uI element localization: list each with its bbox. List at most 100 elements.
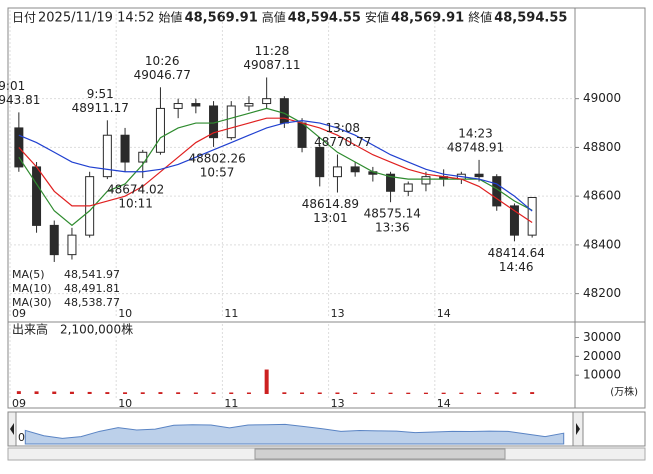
x-tick-label: 11 xyxy=(224,307,238,320)
annotation-time: 10:11 xyxy=(118,197,153,211)
volume-bar xyxy=(353,392,358,394)
candle-body xyxy=(67,234,77,256)
annotation-value: 48674.02 xyxy=(107,183,164,197)
candle-body xyxy=(32,166,42,226)
annotation-time: 14:23 xyxy=(458,126,493,140)
annotation-time: 13:01 xyxy=(313,211,348,225)
x-tick-label: 13 xyxy=(331,397,345,410)
candle-body xyxy=(350,166,360,173)
volume-label: 出来高 2,100,000株 xyxy=(12,322,133,337)
candle-body xyxy=(244,103,254,107)
volume-bar xyxy=(211,392,216,394)
annotation-value: 48614.89 xyxy=(302,197,359,211)
candle-body xyxy=(527,196,537,236)
volume-bar xyxy=(370,392,375,394)
annotation-time: 14:46 xyxy=(499,260,534,274)
arrow-right xyxy=(576,423,580,435)
volume-unit: (万株) xyxy=(610,385,638,398)
annotation-value: 48802.26 xyxy=(188,151,245,165)
navigator-area xyxy=(24,423,565,445)
volume-bar xyxy=(406,392,411,394)
y-tick-label: 48200 xyxy=(583,286,621,300)
y-tick-label: 48800 xyxy=(583,140,621,154)
volume-bar xyxy=(282,392,287,394)
candle-body xyxy=(120,134,130,163)
volume-bar xyxy=(264,369,269,394)
annotation-time: 9:51 xyxy=(87,87,114,101)
candle-body xyxy=(49,224,59,256)
annotation-time: 10:57 xyxy=(200,165,235,179)
volume-bar xyxy=(512,392,517,394)
header-value: 48,569.91 xyxy=(391,11,464,26)
annotation-time: 9:01 xyxy=(0,79,25,93)
candle-body xyxy=(474,173,484,178)
annotation-time: 13:08 xyxy=(325,121,360,135)
legend-name: MA(30) xyxy=(12,296,52,309)
volume-bar xyxy=(140,392,145,394)
volume-bar xyxy=(34,391,39,394)
volume-bar xyxy=(530,392,535,394)
scroll-thumb[interactable] xyxy=(254,448,506,460)
x-tick-label: 09 xyxy=(12,307,26,320)
y-tick-label: 30000 xyxy=(583,330,621,344)
header-label: 安値 xyxy=(365,10,389,25)
volume-bar xyxy=(123,392,128,394)
candle-body xyxy=(102,134,112,178)
header-label: 高値 xyxy=(262,10,286,25)
volume-bar xyxy=(87,391,92,394)
header-label: 始値 xyxy=(159,10,183,25)
x-tick-label: 14 xyxy=(437,397,451,410)
volume-bar xyxy=(317,392,322,394)
y-tick-label: 48400 xyxy=(583,237,621,251)
volume-bar xyxy=(52,391,57,394)
volume-bar xyxy=(158,392,163,394)
ma-line xyxy=(18,119,533,212)
candle-body xyxy=(386,173,396,192)
annotation-value: 48575.14 xyxy=(364,207,421,221)
candle-body xyxy=(226,105,236,139)
volume-bar xyxy=(459,392,464,394)
candle-body xyxy=(509,205,519,236)
volume-bar xyxy=(300,392,305,394)
candle-body xyxy=(332,166,342,178)
candle-body xyxy=(138,151,148,163)
candle-body xyxy=(262,98,272,105)
x-tick-label: 10 xyxy=(118,307,132,320)
ma-line xyxy=(18,107,533,227)
volume-bar xyxy=(335,392,340,394)
y-tick-label: 49000 xyxy=(583,91,621,105)
volume-bar xyxy=(105,392,110,394)
volume-bar xyxy=(477,392,482,394)
candle-body xyxy=(297,122,307,148)
header-value: 48,594.55 xyxy=(494,11,567,26)
annotation-value: 48770.77 xyxy=(314,135,371,149)
volume-bar xyxy=(388,392,393,394)
volume-bar xyxy=(176,392,181,394)
volume-bar xyxy=(423,392,428,394)
header-value: 48,594.55 xyxy=(288,11,361,26)
x-tick-label: 11 xyxy=(224,397,238,410)
annotation-time: 10:26 xyxy=(145,54,180,68)
volume-bar xyxy=(441,392,446,394)
candle-body xyxy=(191,103,201,107)
x-tick-label: 10 xyxy=(118,397,132,410)
x-tick-label: 14 xyxy=(437,307,451,320)
header-value: 48,569.91 xyxy=(185,11,258,26)
header: 日付 2025/11/19 14:52 始値 48,569.91 高値 48,594.55… xyxy=(12,10,567,26)
volume-bar xyxy=(246,392,251,394)
y-tick-label: 10000 xyxy=(583,368,621,382)
candle-body xyxy=(315,146,325,178)
candle-body xyxy=(403,183,413,192)
legend-value: 48,538.77 xyxy=(64,296,120,309)
candle-body xyxy=(155,107,165,153)
frame xyxy=(7,7,646,409)
volume-bar xyxy=(229,392,234,394)
annotation-value: 48943.81 xyxy=(0,93,40,107)
candle-body xyxy=(421,176,431,185)
annotation-value: 48414.64 xyxy=(488,246,545,260)
legend-value: 48,491.81 xyxy=(64,282,120,295)
x-tick-label: 09 xyxy=(12,397,26,410)
legend-name: MA(10) xyxy=(12,282,52,295)
